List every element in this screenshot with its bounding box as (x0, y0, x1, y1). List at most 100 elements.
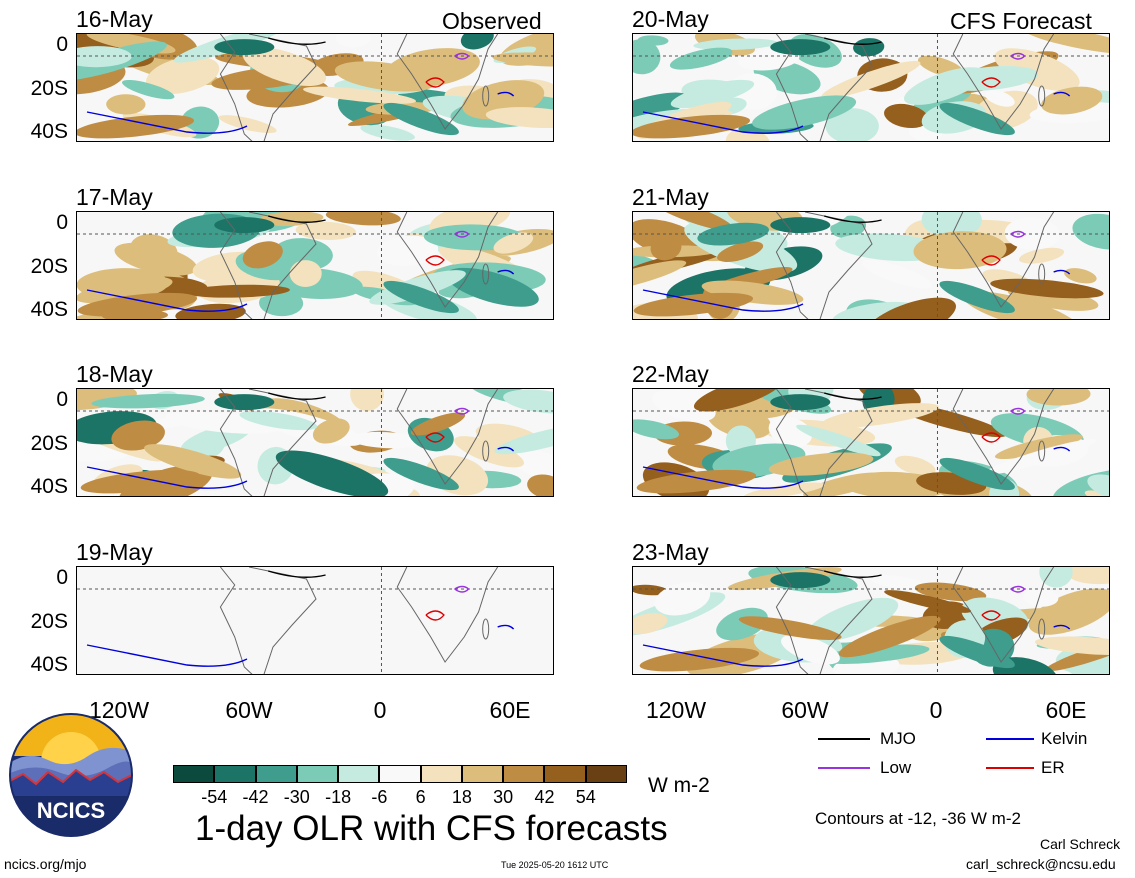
lon-label-60e-right: 60E (1045, 697, 1087, 723)
footer-email: carl_schreck@ncsu.edu (966, 856, 1116, 872)
olr-map-left-0 (76, 33, 554, 142)
colorbar-label-2: -30 (283, 787, 310, 807)
madagascar-outline (482, 618, 490, 640)
lat-label-2-0: 0 (56, 388, 68, 411)
kelvin-contour-2 (1053, 269, 1071, 275)
olr-map-right-0 (632, 33, 1110, 142)
colorbar-swatch-5 (379, 765, 421, 783)
colorbar-label-9: 54 (575, 787, 596, 807)
date-label-right-0: 20-May (632, 6, 709, 32)
kelvin-contour-2 (1053, 91, 1071, 97)
lat-label-2-2: 40S (30, 475, 68, 498)
madagascar-outline (1038, 85, 1046, 107)
mjo-contour (823, 215, 882, 223)
low-contour (454, 230, 470, 238)
africa-outline (952, 34, 1055, 130)
colorbar-swatch-8 (503, 765, 545, 783)
er-contour (425, 77, 445, 88)
mjo-contour (823, 570, 882, 578)
olr-map-right-1 (632, 211, 1110, 320)
footer-url: ncics.org/mjo (4, 856, 87, 872)
legend-low-label: Low (880, 758, 912, 777)
er-contour (981, 255, 1001, 266)
colorbar-swatch-0 (173, 765, 215, 783)
low-contour (1010, 52, 1026, 60)
mjo-contour (267, 215, 326, 223)
lat-label-3-0: 0 (56, 566, 68, 589)
lat-label-3-1: 20S (30, 610, 68, 633)
africa-outline (952, 212, 1055, 308)
colorbar-swatch-4 (338, 765, 380, 783)
mjo-contour (267, 570, 326, 578)
legend-kelvin-line (986, 738, 1034, 740)
madagascar-outline (482, 85, 490, 107)
madagascar-outline (1038, 618, 1046, 640)
er-contour (981, 432, 1001, 443)
colorbar-label-8: 42 (534, 787, 555, 807)
lon-label-60e-left: 60E (489, 697, 531, 723)
kelvin-contour-2 (497, 269, 515, 275)
er-contour (425, 432, 445, 443)
low-contour (1010, 230, 1026, 238)
madagascar-outline (482, 440, 490, 462)
mjo-contour (823, 37, 882, 45)
colorbar-swatch-3 (296, 765, 339, 783)
olr-map-right-3 (632, 566, 1110, 675)
kelvin-contour (642, 644, 804, 667)
colorbar-label-7: 30 (493, 787, 514, 807)
date-label-left-1: 17-May (76, 184, 153, 210)
mjo-contour (823, 392, 882, 400)
kelvin-contour (86, 111, 248, 134)
colorbar-swatch-1 (214, 765, 256, 783)
colorbar-label-1: -42 (242, 787, 269, 807)
colorbar-label-6: 18 (451, 787, 472, 807)
africa-outline (396, 212, 499, 308)
colorbar-label-3: -18 (325, 787, 352, 807)
colorbar-swatch-10 (585, 765, 627, 783)
legend-kelvin-label: Kelvin (1041, 729, 1088, 748)
lat-label-1-2: 40S (30, 298, 68, 321)
colorbar-label-4: -6 (371, 787, 388, 807)
lat-label-0-2: 40S (30, 120, 68, 143)
date-label-left-2: 18-May (76, 361, 153, 387)
colorbar-swatch-2 (255, 765, 297, 783)
mjo-contour (267, 37, 326, 45)
kelvin-contour-2 (1053, 624, 1071, 630)
kelvin-contour (642, 466, 804, 489)
legend-er-label: ER (1041, 758, 1065, 777)
lat-label-0-1: 20S (30, 77, 68, 100)
low-contour (1010, 585, 1026, 593)
legend-low-line (818, 767, 870, 769)
kelvin-contour (642, 111, 804, 134)
colorbar-label-5: 6 (415, 787, 426, 807)
colorbar-swatch-7 (461, 765, 504, 783)
colorbar-swatch-9 (544, 765, 586, 783)
lat-label-2-1: 20S (30, 432, 68, 455)
kelvin-contour-2 (497, 624, 515, 630)
er-contour (425, 610, 445, 621)
kelvin-contour (86, 644, 248, 667)
footer-author: Carl Schreck (1040, 836, 1121, 852)
kelvin-contour (86, 289, 248, 312)
africa-outline (396, 389, 499, 485)
madagascar-outline (482, 263, 490, 285)
colorbar-unit: W m-2 (648, 774, 710, 797)
olr-map-left-2 (76, 388, 554, 497)
lon-label-0-right: 0 (929, 697, 943, 723)
date-label-right-1: 21-May (632, 184, 709, 210)
olr-map-right-2 (632, 388, 1110, 497)
mjo-contour (267, 392, 326, 400)
date-label-left-3: 19-May (76, 539, 153, 565)
lat-label-1-0: 0 (56, 211, 68, 234)
ncics-logo: NCICS (8, 712, 134, 838)
africa-outline (396, 34, 499, 130)
lat-label-1-1: 20S (30, 255, 68, 278)
colorbar (173, 765, 627, 783)
er-contour (981, 610, 1001, 621)
figure-title: 1-day OLR with CFS forecasts (195, 809, 668, 848)
lon-label-120w-right: 120W (645, 697, 707, 723)
contours-note: Contours at -12, -36 W m-2 (815, 809, 1021, 828)
lon-label-60w-right: 60W (781, 697, 829, 723)
lon-label-120w-left: 120W (88, 697, 150, 723)
lat-label-0-0: 0 (56, 33, 68, 56)
